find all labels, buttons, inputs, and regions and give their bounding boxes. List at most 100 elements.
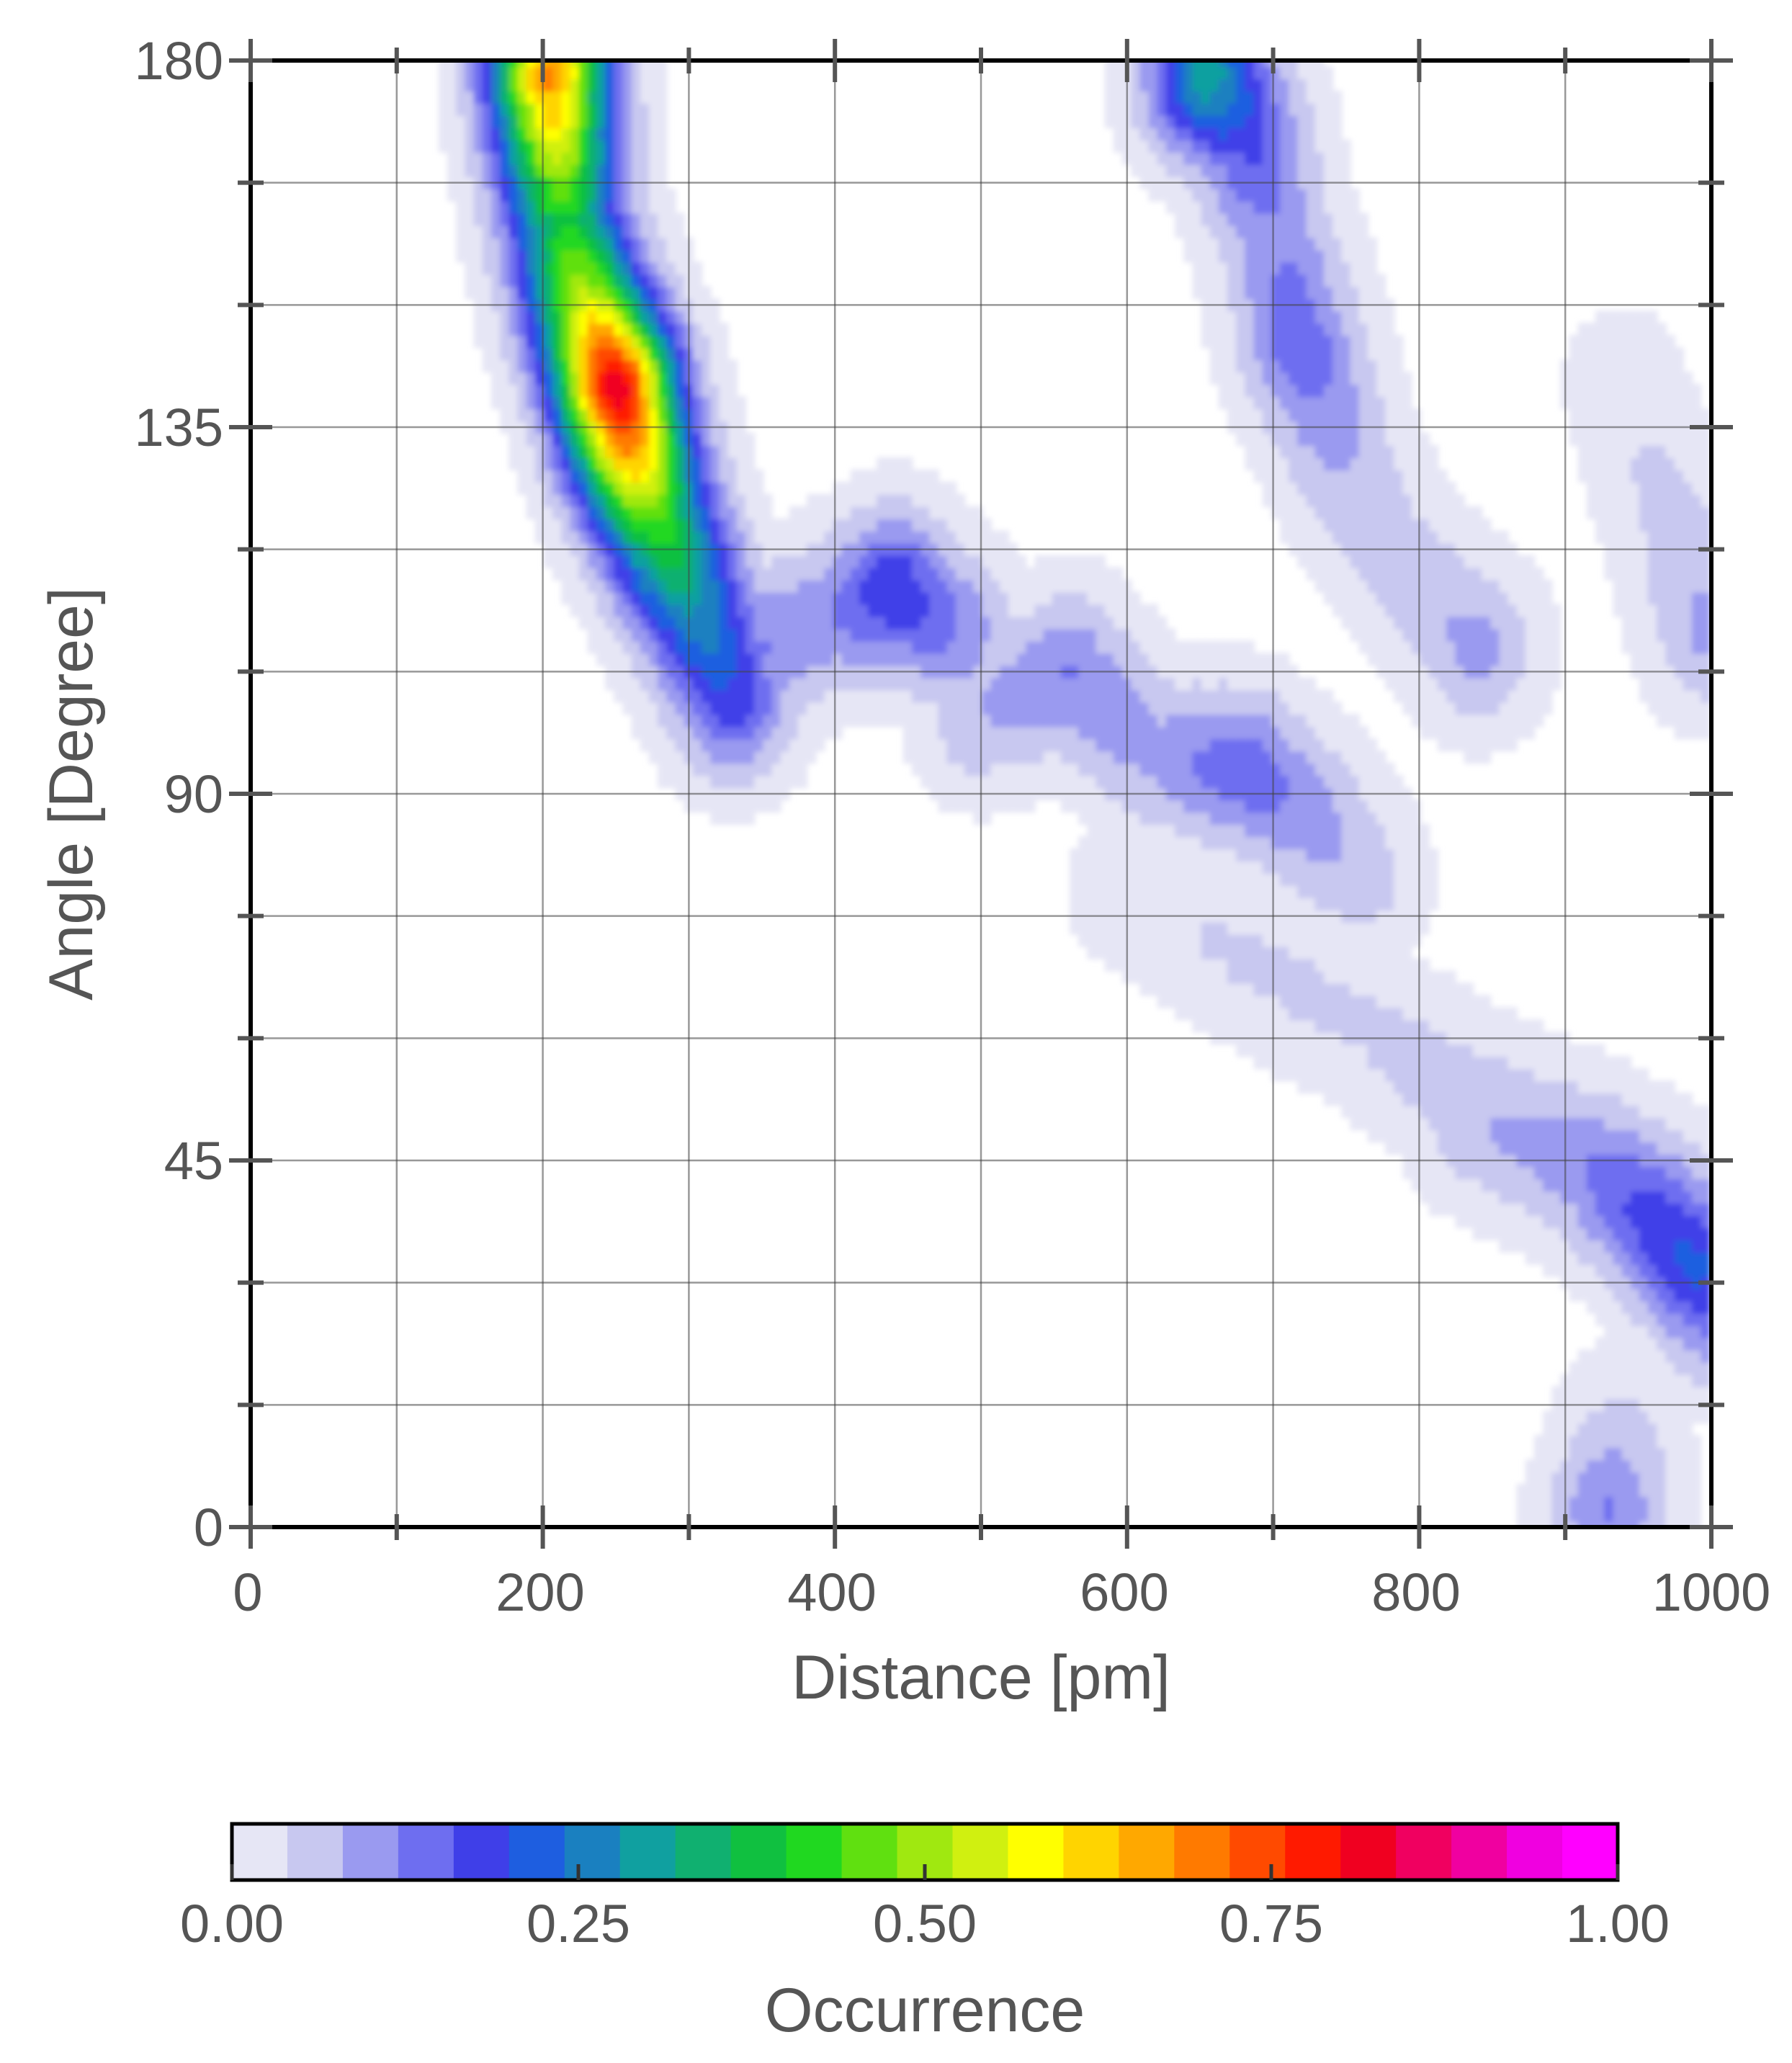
density-cell xyxy=(1533,1520,1544,1527)
density-cell xyxy=(1586,1288,1597,1302)
density-cell xyxy=(1674,579,1685,593)
density-cell xyxy=(1165,702,1176,715)
density-cell xyxy=(701,689,712,703)
density-cell xyxy=(1227,738,1237,752)
density-cell xyxy=(806,579,817,593)
density-cell xyxy=(920,591,931,605)
density-cell xyxy=(1078,555,1088,568)
density-cell xyxy=(1314,1019,1325,1033)
density-cell xyxy=(885,714,896,728)
density-cell xyxy=(1297,506,1307,519)
density-cell xyxy=(1306,934,1317,947)
density-cell xyxy=(1306,518,1317,532)
density-cell xyxy=(1314,567,1325,581)
density-cell xyxy=(955,653,966,666)
density-cell xyxy=(578,567,589,581)
density-cell xyxy=(1341,432,1351,447)
density-cell xyxy=(1464,506,1474,519)
density-cell xyxy=(1016,555,1027,568)
density-cell xyxy=(1131,848,1141,862)
density-cell xyxy=(1358,774,1369,789)
density-cell xyxy=(1289,921,1299,935)
density-cell xyxy=(658,774,668,789)
density-cell xyxy=(745,481,756,495)
density-cell xyxy=(806,506,817,519)
density-cell xyxy=(552,383,563,398)
density-cell xyxy=(1385,848,1395,862)
density-cell xyxy=(1525,579,1536,593)
density-cell xyxy=(1323,811,1334,825)
density-cell xyxy=(1402,836,1412,850)
density-cell xyxy=(1420,567,1430,581)
density-cell xyxy=(1209,823,1220,838)
density-cell xyxy=(1446,1202,1456,1217)
density-cell xyxy=(1306,359,1317,373)
density-cell xyxy=(1420,885,1430,898)
density-cell xyxy=(1569,383,1580,398)
density-cell xyxy=(701,493,712,507)
density-cell xyxy=(1052,604,1062,617)
density-cell xyxy=(1438,518,1448,532)
density-cell xyxy=(1420,481,1430,495)
density-cell xyxy=(1464,1202,1474,1217)
density-cell xyxy=(1586,1263,1597,1277)
density-cell xyxy=(1621,591,1632,605)
density-cell xyxy=(920,640,931,654)
density-cell xyxy=(1341,872,1351,886)
density-cell xyxy=(1078,591,1088,605)
density-cell xyxy=(1657,1116,1667,1131)
density-cell xyxy=(561,408,571,422)
density-cell xyxy=(1630,1447,1641,1461)
density-cell xyxy=(850,481,861,495)
density-cell xyxy=(1104,738,1115,752)
density-cell xyxy=(692,762,703,777)
density-cell xyxy=(1438,1116,1448,1131)
density-cell xyxy=(1245,995,1255,1008)
density-cell xyxy=(1174,946,1185,959)
density-cell xyxy=(1192,653,1202,666)
density-cell xyxy=(1472,1104,1483,1119)
density-cell xyxy=(587,469,598,483)
density-cell xyxy=(1516,1520,1527,1527)
density-cell xyxy=(1192,689,1202,703)
density-cell xyxy=(1551,677,1562,691)
density-cell xyxy=(736,457,747,471)
density-cell xyxy=(587,640,598,654)
density-cell xyxy=(543,457,554,471)
density-cell xyxy=(1104,762,1115,777)
density-cell xyxy=(640,469,650,483)
density-cell xyxy=(824,653,834,666)
density-cell xyxy=(1701,408,1711,422)
density-cell xyxy=(1052,640,1062,654)
density-cell xyxy=(658,714,668,728)
density-cell xyxy=(631,591,642,605)
density-cell xyxy=(841,628,852,642)
density-cell xyxy=(1586,408,1597,422)
density-cell xyxy=(1183,738,1193,752)
density-cell xyxy=(1306,689,1317,703)
density-cell xyxy=(1148,677,1159,691)
density-cell xyxy=(1394,1044,1404,1057)
density-cell xyxy=(1306,970,1317,984)
density-cell xyxy=(1551,1104,1562,1119)
density-cell xyxy=(1262,1007,1273,1021)
density-cell xyxy=(1639,1300,1649,1314)
density-cell xyxy=(1016,653,1027,666)
density-cell xyxy=(1455,1093,1466,1106)
density-cell xyxy=(1420,506,1430,519)
density-cell xyxy=(1306,408,1317,422)
density-cell xyxy=(1516,1508,1527,1522)
density-cell xyxy=(1026,579,1036,593)
density-cell xyxy=(1490,702,1500,715)
density-cell xyxy=(1358,591,1369,605)
density-cell xyxy=(1341,799,1351,813)
density-cell xyxy=(1034,628,1044,642)
density-cell xyxy=(1569,408,1580,422)
density-cell xyxy=(1657,432,1667,447)
density-cell xyxy=(526,359,537,373)
density-cell xyxy=(1586,1190,1597,1204)
density-cell xyxy=(1455,726,1466,740)
density-cell xyxy=(561,469,571,483)
density-cell xyxy=(1604,1068,1614,1082)
density-cell xyxy=(1323,408,1334,422)
